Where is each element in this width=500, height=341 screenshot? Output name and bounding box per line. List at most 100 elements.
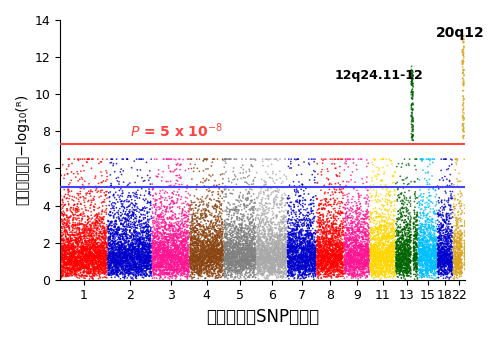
Point <box>407 252 415 257</box>
Point <box>447 237 455 242</box>
Point <box>106 231 114 236</box>
Point <box>228 269 236 274</box>
Point <box>284 225 292 231</box>
Point <box>180 267 188 272</box>
Point <box>250 191 258 197</box>
Point <box>446 178 454 183</box>
Point <box>248 163 256 169</box>
Point <box>408 132 416 138</box>
Point <box>448 265 456 270</box>
Point <box>198 232 206 237</box>
Point <box>452 254 460 260</box>
Point <box>377 260 385 265</box>
Point <box>77 270 85 275</box>
Point <box>426 157 434 162</box>
Point <box>75 236 83 241</box>
Point <box>337 209 345 215</box>
Point <box>114 267 122 272</box>
Point <box>358 248 366 254</box>
Point <box>338 244 346 250</box>
Point <box>337 210 345 216</box>
Point <box>384 258 392 264</box>
Point <box>415 233 423 238</box>
Point <box>182 267 190 273</box>
Point <box>251 257 259 263</box>
Point <box>196 269 204 275</box>
Point <box>447 233 455 238</box>
Point <box>447 258 455 264</box>
Point <box>400 268 408 273</box>
Point <box>79 209 87 215</box>
Point <box>407 74 415 80</box>
Point <box>324 254 332 259</box>
Point <box>62 229 70 234</box>
Point <box>396 247 404 252</box>
Point <box>442 260 450 265</box>
Point <box>99 257 107 263</box>
Point <box>334 254 342 260</box>
Point <box>394 259 402 264</box>
Point <box>84 271 92 276</box>
Point <box>158 243 166 248</box>
Point <box>371 173 379 179</box>
Point <box>140 262 148 267</box>
Point <box>398 237 406 243</box>
Point <box>350 256 358 262</box>
Point <box>336 270 344 276</box>
Point <box>238 225 246 231</box>
Point <box>204 248 212 254</box>
Point <box>338 255 345 260</box>
Point <box>175 255 183 261</box>
Point <box>434 198 442 204</box>
Point <box>346 253 354 258</box>
Point <box>219 256 227 262</box>
Point <box>287 238 295 243</box>
Point <box>86 232 94 238</box>
Point <box>156 268 164 273</box>
Point <box>349 258 357 264</box>
Point <box>188 237 196 242</box>
Point <box>378 257 386 263</box>
Point <box>122 217 130 222</box>
Point <box>156 268 164 274</box>
Point <box>162 237 170 242</box>
Point <box>99 228 107 234</box>
Point <box>316 251 324 257</box>
Point <box>334 261 342 267</box>
Point <box>107 182 115 188</box>
Point <box>324 249 332 254</box>
Point <box>94 251 102 256</box>
Point <box>452 262 460 267</box>
Point <box>393 266 401 271</box>
Point <box>180 212 188 218</box>
Point <box>427 248 435 253</box>
Point <box>114 267 122 273</box>
Point <box>244 191 252 196</box>
Point <box>448 157 456 163</box>
Point <box>64 247 72 252</box>
Point <box>250 268 258 273</box>
Point <box>236 271 244 277</box>
Point <box>135 222 143 227</box>
Point <box>194 257 202 262</box>
Point <box>126 255 134 261</box>
Point <box>208 238 216 243</box>
Point <box>124 255 132 261</box>
Point <box>126 202 134 207</box>
Point <box>142 231 150 237</box>
Point <box>318 249 326 255</box>
Point <box>232 207 240 212</box>
Point <box>140 250 148 256</box>
Point <box>380 236 388 241</box>
Point <box>240 262 248 267</box>
Point <box>434 246 442 251</box>
Point <box>128 270 136 276</box>
Point <box>458 49 466 55</box>
Point <box>382 262 390 267</box>
Point <box>304 244 312 250</box>
Point <box>292 227 300 233</box>
Point <box>72 240 80 246</box>
Point <box>374 273 382 279</box>
Point <box>380 234 388 239</box>
Point <box>307 256 315 262</box>
